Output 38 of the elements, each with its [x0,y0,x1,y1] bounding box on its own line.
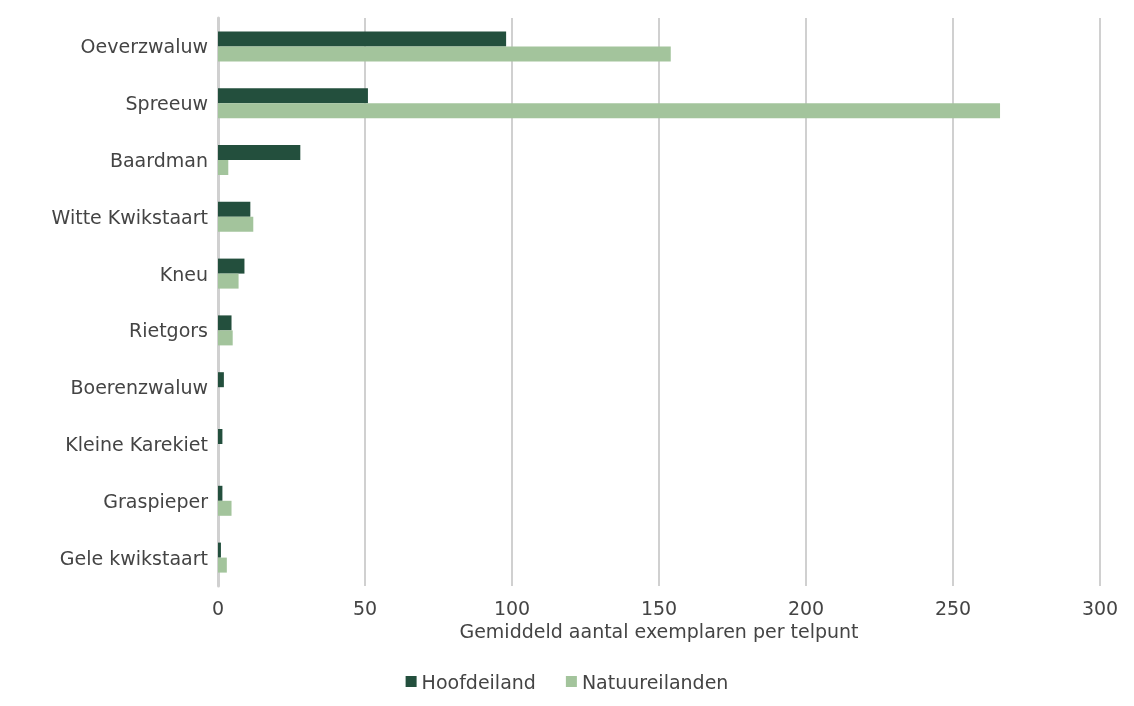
x-tick-label: 300 [1081,596,1119,619]
y-tick-label: Witte Kwikstaart [51,205,208,228]
bar [218,542,221,558]
bar [218,372,224,388]
y-tick-label: Boerenzwaluw [70,376,208,399]
bar [218,273,239,289]
x-tick-label: 0 [211,596,225,619]
y-tick-label: Kneu [159,262,208,285]
y-tick-label: Gele kwikstaart [59,546,208,569]
x-tick-label: 200 [787,596,825,619]
bar [218,557,227,573]
x-tick-label: 100 [493,596,531,619]
bar [218,330,233,346]
y-tick-label: Spreeuw [125,92,208,115]
bar [218,216,254,232]
y-tick-label: Baardman [109,149,208,171]
bar [218,46,671,62]
bar [218,315,232,331]
x-tick-label: 250 [934,596,972,619]
bar [218,258,245,274]
bar [218,500,232,516]
bar [218,485,223,501]
bar [218,429,223,444]
y-tick-label: Rietgors [128,319,208,342]
bar [218,31,507,47]
x-axis-title: Gemiddeld aantal exemplaren per telpunt [459,620,859,643]
bar [218,103,1001,119]
y-tick-label: Oeverzwaluw [80,35,208,58]
legend-label: Natuureilanden [581,670,729,693]
bar [218,145,301,160]
x-tick-label: 50 [352,596,378,619]
y-tick-label: Graspieper [103,489,209,512]
bar [218,160,229,175]
bar [218,88,368,104]
y-tick-label: Kleine Karekiet [65,433,208,455]
x-tick-label: 150 [640,596,678,619]
legend-label: Hoofdeiland [421,670,536,693]
bar [218,201,251,217]
